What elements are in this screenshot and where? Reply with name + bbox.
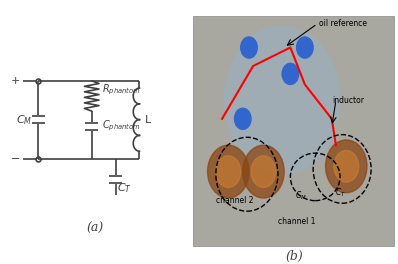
Circle shape <box>334 150 359 182</box>
Circle shape <box>251 156 276 187</box>
Text: $R_{phantom}$: $R_{phantom}$ <box>102 83 141 97</box>
Text: −: − <box>11 153 20 163</box>
Circle shape <box>282 63 298 84</box>
Text: (a): (a) <box>87 223 104 235</box>
Circle shape <box>216 156 241 187</box>
FancyBboxPatch shape <box>193 16 394 246</box>
Text: $C_T$: $C_T$ <box>335 186 345 199</box>
Text: (b): (b) <box>286 249 303 263</box>
Circle shape <box>241 37 257 58</box>
Text: channel 2: channel 2 <box>216 196 254 205</box>
Text: channel 1: channel 1 <box>278 217 316 226</box>
Text: oil reference: oil reference <box>319 19 367 28</box>
Text: $C_{phantom}$: $C_{phantom}$ <box>102 119 141 133</box>
Circle shape <box>224 26 340 174</box>
Text: $C_T$: $C_T$ <box>117 181 133 195</box>
Circle shape <box>208 145 249 198</box>
Circle shape <box>243 145 284 198</box>
Circle shape <box>326 140 367 193</box>
Text: inductor: inductor <box>332 96 364 105</box>
Circle shape <box>234 108 251 129</box>
Text: L: L <box>145 115 152 125</box>
Circle shape <box>297 37 313 58</box>
Text: $C_M$: $C_M$ <box>295 189 306 202</box>
Text: +: + <box>11 76 20 86</box>
Text: $C_M$: $C_M$ <box>16 113 32 126</box>
